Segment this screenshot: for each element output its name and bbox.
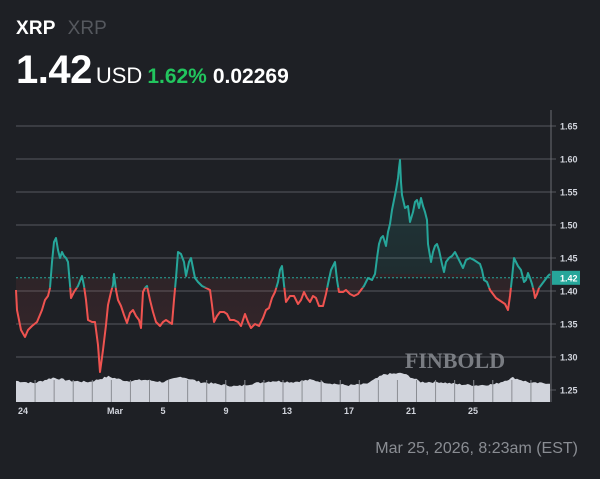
svg-text:1.50: 1.50 (560, 221, 578, 231)
svg-text:Mar: Mar (107, 406, 124, 416)
svg-text:1.42: 1.42 (560, 273, 578, 283)
svg-text:17: 17 (344, 406, 354, 416)
price-area-fill (16, 160, 550, 372)
watermark-logo: FINBOLD (405, 348, 505, 373)
title-row: XRP XRP (16, 18, 289, 40)
price-row: 1.42 USD 1.62% 0.02269 (16, 48, 289, 93)
svg-text:9: 9 (223, 406, 228, 416)
current-price: 1.42 (16, 48, 92, 92)
svg-text:13: 13 (282, 406, 292, 416)
price-chart[interactable]: FINBOLD 1.65 1.60 1.55 1.50 1.45 1.40 1.35 1.30… (0, 110, 600, 430)
current-price-badge: 1.42 (552, 270, 580, 285)
svg-text:1.25: 1.25 (560, 386, 578, 396)
svg-text:1.45: 1.45 (560, 254, 578, 264)
price-line (15, 159, 551, 373)
timestamp: Mar 25, 2026, 8:23am (EST) (375, 440, 578, 457)
asset-name: XRP (67, 18, 107, 39)
svg-text:1.60: 1.60 (560, 155, 578, 165)
svg-text:21: 21 (406, 406, 416, 416)
ticker-symbol: XRP (16, 18, 56, 39)
price-axis: 1.65 1.60 1.55 1.50 1.45 1.40 1.35 1.30 1.25 (560, 122, 578, 396)
svg-text:5: 5 (160, 406, 165, 416)
svg-text:25: 25 (468, 406, 478, 416)
svg-text:24: 24 (18, 406, 28, 416)
svg-text:1.30: 1.30 (560, 353, 578, 363)
svg-text:1.65: 1.65 (560, 122, 578, 132)
volume-area (16, 372, 550, 402)
time-axis: 24 Mar 5 9 13 17 21 25 (18, 406, 478, 416)
svg-text:1.40: 1.40 (560, 287, 578, 297)
svg-text:1.55: 1.55 (560, 188, 578, 198)
change-absolute: 0.02269 (212, 65, 289, 88)
svg-text:1.35: 1.35 (560, 320, 578, 330)
change-percent: 1.62% (147, 65, 207, 88)
currency-label: USD (95, 63, 143, 88)
chart-svg: FINBOLD 1.65 1.60 1.55 1.50 1.45 1.40 1.35 1.30… (15, 110, 580, 416)
ticker-header: XRP XRP 1.42 USD 1.62% 0.02269 (16, 18, 289, 93)
